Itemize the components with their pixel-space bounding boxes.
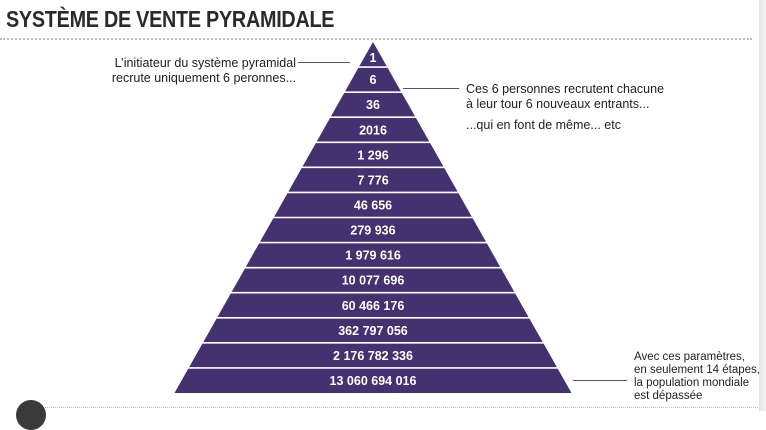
pyramid-level-5 [302,143,444,167]
initiator-note-line-2: recrute uniquement 6 peronnes... [111,71,296,85]
recruits-note: Ces 6 personnes recrutent chacune à leur… [466,82,664,133]
pyramid-level-5-label: 1 296 [357,148,388,162]
population-note-line-4: est dépassée [634,390,703,402]
population-note-line-2: en seulement 14 étapes, [634,364,760,376]
pyramid-level-11-label: 60 466 176 [342,299,405,313]
pyramid-level-9 [245,243,501,267]
pyramid-level-3 [330,92,416,117]
page-title: SYSTÈME DE VENTE PYRAMIDALE [6,6,335,32]
pyramid-level-1 [359,42,387,67]
pyramid-level-4-label: 2016 [359,123,387,137]
page-edge [759,0,766,411]
pyramid-level-7 [274,193,472,217]
pyramid-level-13-label: 2 176 782 336 [333,349,413,363]
pyramid-level-7-label: 46 656 [354,198,392,212]
pyramid-level-14 [174,368,572,393]
population-leader-line [573,380,627,381]
pyramid-level-14-label: 13 060 694 016 [330,374,417,388]
pyramid-level-9-label: 1 979 616 [345,249,401,263]
pyramid-level-10-label: 10 077 696 [342,274,405,288]
population-note-line-3: la population mondiale [634,377,750,389]
pyramid-level-8-label: 279 936 [350,224,395,238]
pyramid-level-8 [260,218,486,242]
corner-disc-icon [16,400,46,430]
same-note: ...qui en font de même... etc [466,118,621,132]
title-divider [0,38,752,40]
pyramid-level-1-label: 1 [370,51,377,65]
initiator-leader-line [298,62,350,63]
pyramid-level-12 [203,318,543,343]
pyramid-level-2-label: 6 [370,73,377,87]
bottom-divider [30,407,760,408]
population-note-line-1: Avec ces paramètres, [634,351,746,363]
pyramid-level-2 [345,67,401,92]
population-note: Avec ces paramètres, en seulement 14 éta… [634,351,760,403]
pyramid-level-4 [316,118,430,142]
recruits-note-line-2: à leur tour 6 nouveaux entrants... [466,97,650,111]
pyramid-level-12-label: 362 797 056 [338,324,408,338]
pyramid-level-3-label: 36 [366,98,380,112]
pyramid-level-6 [288,168,458,192]
recruits-leader-line [403,88,459,89]
recruits-note-line-1: Ces 6 personnes recrutent chacune [466,82,665,96]
pyramid-level-11 [217,293,529,317]
pyramid-diagram: 1 6 36 2016 1 296 7 776 46 656 279 936 1 979 616… [174,42,572,393]
initiator-note-line-1: L’initiateur du système pyramidal [114,56,296,70]
initiator-note: L’initiateur du système pyramidal recrut… [112,56,296,86]
pyramid-level-6-label: 7 776 [357,173,388,187]
pyramid-level-10 [231,268,515,292]
pyramid-level-13 [189,343,557,368]
